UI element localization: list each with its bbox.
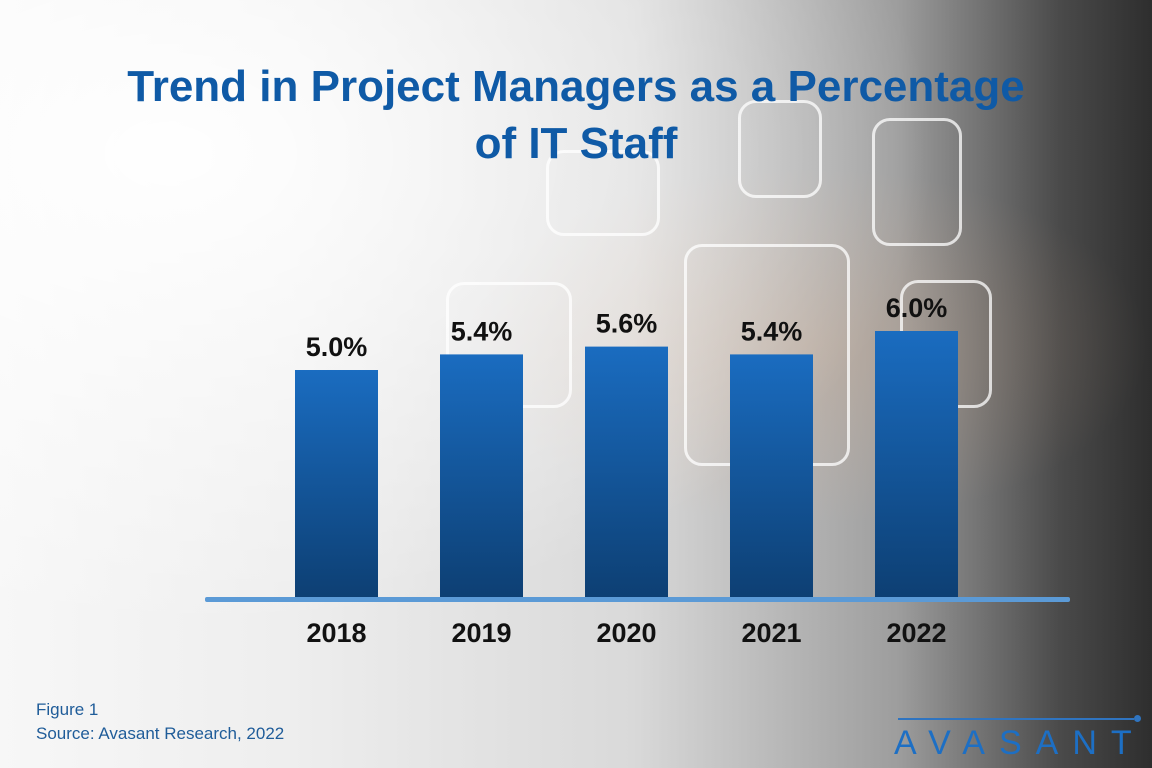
chart-title-line-2: of IT Staff	[474, 119, 678, 168]
figure-number: Figure 1	[36, 700, 99, 719]
x-tick-label-2022: 2022	[886, 618, 946, 648]
logo-dot	[1134, 715, 1141, 722]
bar-2018	[295, 370, 378, 598]
data-label-2022: 6.0%	[886, 293, 948, 323]
data-label-2018: 5.0%	[306, 332, 368, 362]
data-label-2021: 5.4%	[741, 316, 803, 346]
x-tick-label-2018: 2018	[306, 618, 366, 648]
x-tick-label-2021: 2021	[741, 618, 801, 648]
figure-caption: Figure 1 Source: Avasant Research, 2022	[36, 698, 284, 746]
bar-2019	[440, 354, 523, 598]
shield-lock-icon	[872, 118, 962, 246]
logo-line	[898, 718, 1134, 720]
chart-title-line-1: Trend in Project Managers as a Percentag…	[127, 62, 1025, 111]
data-label-2019: 5.4%	[451, 316, 513, 346]
data-label-2020: 5.6%	[596, 309, 658, 339]
gears-icon	[738, 100, 822, 198]
chart-title: Trend in Project Managers as a Percentag…	[0, 58, 1152, 172]
logo-text: AVASANT	[894, 724, 1146, 762]
x-tick-label-2019: 2019	[451, 618, 511, 648]
cloud-download-icon	[546, 150, 660, 236]
bar-2020	[585, 346, 668, 598]
x-tick-label-2020: 2020	[596, 618, 656, 648]
bar-2022	[875, 331, 958, 598]
bar-2021	[730, 354, 813, 598]
source-note: Source: Avasant Research, 2022	[36, 724, 285, 743]
x-axis-baseline	[205, 597, 1070, 602]
